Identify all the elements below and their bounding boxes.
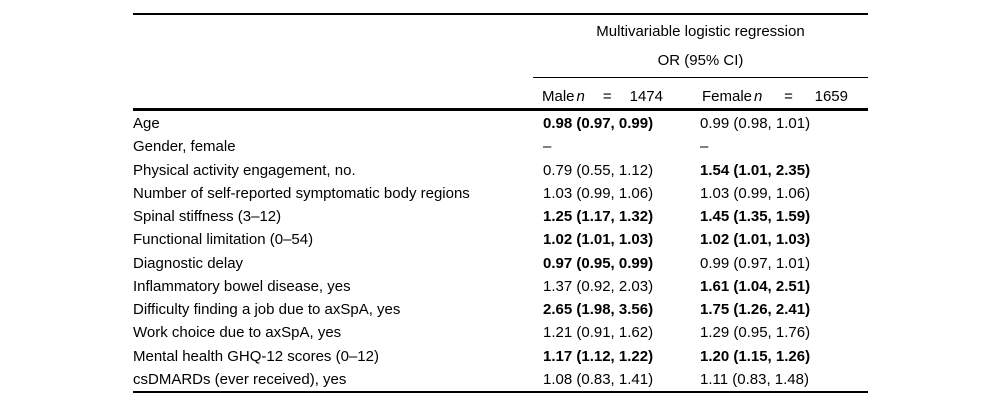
column-group-rule xyxy=(533,77,868,79)
female-or-value: 1.02 (1.01, 1.03) xyxy=(700,231,811,249)
table-row: Age 0.98 (0.97, 0.99) 0.99 (0.98, 1.01) xyxy=(133,112,868,135)
male-or-value: 1.02 (1.01, 1.03) xyxy=(543,231,654,249)
table-row: Difficulty finding a job due to axSpA, y… xyxy=(133,298,868,321)
female-or-value: 1.75 (1.26, 2.41) xyxy=(700,301,811,318)
male-column-header: Male n = 1474 xyxy=(542,88,663,105)
row-label: Physical activity engagement, no. xyxy=(133,161,356,179)
female-column-label: Female n xyxy=(702,88,762,105)
male-or-value: 1.17 (1.12, 1.22) xyxy=(543,347,654,365)
female-or-value: 1.20 (1.15, 1.26) xyxy=(700,347,811,365)
row-label: Spinal stiffness (3–12) xyxy=(133,208,282,225)
table-row: Spinal stiffness (3–12) 1.25 (1.17, 1.32)… xyxy=(133,205,868,228)
table-row: Mental health GHQ-12 scores (0–12) 1.17 (… xyxy=(133,345,868,368)
female-or-value: 1.29 (0.95, 1.76) xyxy=(700,324,811,342)
male-label-text: Male xyxy=(542,88,575,105)
female-n-count: 1659 xyxy=(814,88,848,105)
n-symbol: n xyxy=(576,88,585,105)
header-bottom-rule xyxy=(133,108,868,111)
male-column-label: Male n xyxy=(542,88,585,105)
group-header: Multivariable logistic regression xyxy=(596,23,805,40)
table-row: Physical activity engagement, no. 0.79 (0… xyxy=(133,159,868,182)
male-or-value: 1.21 (0.91, 1.62) xyxy=(543,324,654,342)
male-or-value: 1.03 (0.99, 1.06) xyxy=(543,184,654,202)
female-or-value: 1.11 (0.83, 1.48) xyxy=(700,370,809,388)
female-or-value: – xyxy=(700,138,709,156)
female-or-value: 0.99 (0.97, 1.01) xyxy=(700,254,811,272)
row-label: csDMARDs (ever received), yes xyxy=(133,370,347,388)
male-or-value: – xyxy=(543,138,552,156)
female-column-header: Female n = 1659 xyxy=(702,88,848,105)
row-label: Functional limitation (0–54) xyxy=(133,231,314,249)
male-or-value: 0.98 (0.97, 0.99) xyxy=(543,115,654,132)
row-label: Diagnostic delay xyxy=(133,254,244,272)
table-body: Age 0.98 (0.97, 0.99) 0.99 (0.98, 1.01) Gen… xyxy=(133,112,868,391)
female-or-value: 1.03 (0.99, 1.06) xyxy=(700,184,811,202)
male-n-count: 1474 xyxy=(629,88,663,105)
equals-sign: = xyxy=(602,88,612,105)
male-or-value: 1.37 (0.92, 2.03) xyxy=(543,277,654,295)
table-bottom-rule xyxy=(133,391,868,393)
row-label: Number of self-reported symptomatic body… xyxy=(133,184,470,202)
n-symbol: n xyxy=(754,88,763,105)
table-row: Diagnostic delay 0.97 (0.95, 0.99) 0.99 (0… xyxy=(133,252,868,275)
male-or-value: 2.65 (1.98, 3.56) xyxy=(543,301,654,318)
male-or-value: 0.79 (0.55, 1.12) xyxy=(543,161,654,179)
table-row: Functional limitation (0–54) 1.02 (1.01, … xyxy=(133,228,868,251)
row-label: Age xyxy=(133,115,160,132)
male-or-value: 0.97 (0.95, 0.99) xyxy=(543,254,654,272)
table-row: Work choice due to axSpA, yes 1.21 (0.91,… xyxy=(133,321,868,344)
female-or-value: 1.61 (1.04, 2.51) xyxy=(700,277,811,295)
row-label: Gender, female xyxy=(133,138,236,156)
table-row: csDMARDs (ever received), yes 1.08 (0.83,… xyxy=(133,368,868,391)
or-ci-subheader: OR (95% CI) xyxy=(657,52,744,69)
table-top-rule xyxy=(133,13,868,15)
female-or-value: 1.54 (1.01, 2.35) xyxy=(700,161,811,179)
row-label: Difficulty finding a job due to axSpA, y… xyxy=(133,301,401,318)
female-or-value: 0.99 (0.98, 1.01) xyxy=(700,115,811,132)
row-label: Mental health GHQ-12 scores (0–12) xyxy=(133,347,379,365)
table-row: Gender, female – – xyxy=(133,135,868,158)
row-label: Work choice due to axSpA, yes xyxy=(133,324,342,342)
female-or-value: 1.45 (1.35, 1.59) xyxy=(700,208,811,225)
row-label: Inflammatory bowel disease, yes xyxy=(133,277,351,295)
male-or-value: 1.08 (0.83, 1.41) xyxy=(543,370,654,388)
table-row: Inflammatory bowel disease, yes 1.37 (0.9… xyxy=(133,275,868,298)
equals-sign: = xyxy=(784,88,793,105)
male-or-value: 1.25 (1.17, 1.32) xyxy=(543,208,654,225)
female-label-text: Female xyxy=(702,88,753,105)
table-row: Number of self-reported symptomatic body… xyxy=(133,182,868,205)
